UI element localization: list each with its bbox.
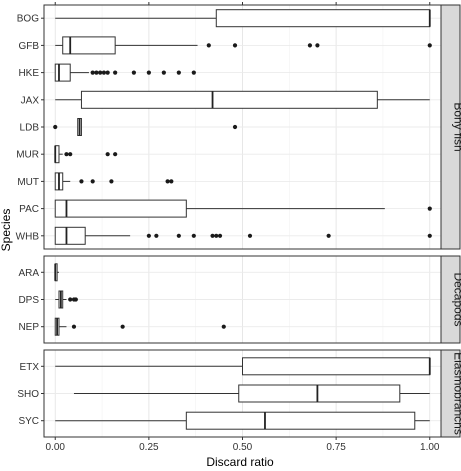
- box-body: [238, 384, 401, 403]
- box-mut: [54, 172, 174, 191]
- box-body: [54, 226, 86, 245]
- y-tick-label: MUT: [17, 177, 39, 188]
- outlier-point: [214, 233, 219, 238]
- y-tick-label: MUR: [16, 150, 39, 161]
- box-whb: [54, 226, 432, 245]
- y-tick-label: DPS: [18, 295, 39, 306]
- outlier-point: [176, 233, 181, 238]
- box-body: [242, 357, 431, 376]
- outlier-point: [90, 179, 95, 184]
- outlier-point: [90, 70, 95, 75]
- y-tick-label: BOG: [17, 14, 39, 25]
- y-axis-title: Species: [0, 209, 13, 252]
- x-tick-label: 0.75: [326, 442, 346, 453]
- outlier-point: [326, 233, 331, 238]
- outlier-point: [98, 70, 103, 75]
- outlier-point: [146, 233, 151, 238]
- outlier-point: [71, 324, 77, 329]
- box-gfb: [55, 36, 432, 55]
- outlier-point: [109, 179, 114, 184]
- box-body: [185, 411, 416, 430]
- outlier-point: [131, 70, 136, 75]
- outlier-point: [113, 70, 118, 75]
- outlier-point: [210, 233, 215, 238]
- box-body: [54, 199, 187, 218]
- box-nep: [54, 317, 226, 336]
- box-mur: [54, 145, 118, 164]
- outlier-point: [232, 43, 238, 48]
- y-tick-label: ARA: [18, 268, 39, 279]
- outlier-point: [154, 233, 159, 238]
- facet-strip: [440, 4, 461, 250]
- facet-strip: [440, 255, 461, 344]
- outlier-point: [247, 233, 253, 238]
- outlier-point: [146, 70, 151, 75]
- box-body: [80, 90, 378, 109]
- y-tick-label: SHO: [17, 389, 39, 400]
- y-tick-label: PAC: [19, 204, 39, 215]
- outlier-point: [232, 124, 238, 130]
- facet-strip-label: Bony fish: [452, 102, 461, 151]
- box-ara: [54, 263, 59, 282]
- outlier-point: [68, 297, 73, 302]
- outlier-point: [101, 70, 107, 75]
- facet-strip-label: Decapods: [452, 272, 461, 326]
- facet-strip: [440, 349, 461, 438]
- outlier-point: [191, 70, 196, 75]
- facet-panel-elasmobranchs: ETX SHO SYC Elasmobranchs: [17, 349, 461, 438]
- box-etx: [55, 357, 431, 376]
- box-bog: [55, 9, 431, 28]
- outlier-point: [176, 70, 181, 75]
- outlier-point: [120, 324, 125, 329]
- x-tick-label: 0.50: [233, 442, 253, 453]
- facet-panel-decapods: ARA DPS NEP Decapods: [18, 255, 461, 344]
- outlier-point: [165, 179, 170, 184]
- y-tick-label: JAX: [21, 95, 40, 106]
- x-tick-label: 0.00: [46, 442, 66, 453]
- outlier-point: [217, 233, 223, 238]
- y-tick-label: ETX: [20, 362, 40, 373]
- outlier-point: [105, 152, 110, 157]
- y-tick-label: WHB: [16, 231, 40, 242]
- x-tick-label: 1.00: [420, 442, 440, 453]
- outlier-point: [68, 152, 73, 157]
- y-tick-label: LDB: [20, 123, 40, 134]
- outlier-point: [315, 43, 320, 48]
- outlier-point: [161, 70, 166, 75]
- outlier-point: [169, 179, 174, 184]
- outlier-point: [64, 152, 69, 157]
- box-body: [62, 36, 116, 55]
- y-tick-label: HKE: [18, 68, 39, 79]
- box-body: [54, 63, 71, 82]
- box-syc: [55, 411, 430, 430]
- outlier-point: [206, 43, 211, 48]
- outlier-point: [307, 43, 313, 48]
- outlier-point: [113, 152, 118, 157]
- box-ldb: [53, 118, 238, 136]
- facet-panel-bony-fish: BOG GFB HKE JAX LDB MUR MUT PAC WHB Bony fish: [16, 4, 461, 250]
- box-body: [215, 9, 431, 28]
- outlier-point: [105, 70, 110, 75]
- x-tick-label: 0.25: [139, 442, 159, 453]
- box-pac: [54, 199, 432, 218]
- box-dps: [55, 290, 78, 309]
- outlier-point: [191, 233, 196, 238]
- facet-strip-label: Elasmobranchs: [452, 352, 461, 435]
- outlier-point: [221, 324, 226, 329]
- outlier-point: [53, 124, 58, 130]
- outlier-point: [427, 233, 432, 238]
- y-tick-label: NEP: [18, 322, 39, 333]
- outlier-point: [427, 206, 432, 211]
- box-sho: [73, 384, 430, 403]
- x-axis-title: Discard ratio: [206, 455, 274, 469]
- y-tick-label: GFB: [18, 41, 39, 52]
- outlier-point: [94, 70, 99, 75]
- y-tick-label: SYC: [18, 416, 39, 427]
- outlier-point: [73, 297, 78, 302]
- box-hke: [54, 63, 196, 82]
- box-jax: [55, 90, 430, 109]
- outlier-point: [427, 43, 432, 48]
- outlier-point: [79, 179, 84, 184]
